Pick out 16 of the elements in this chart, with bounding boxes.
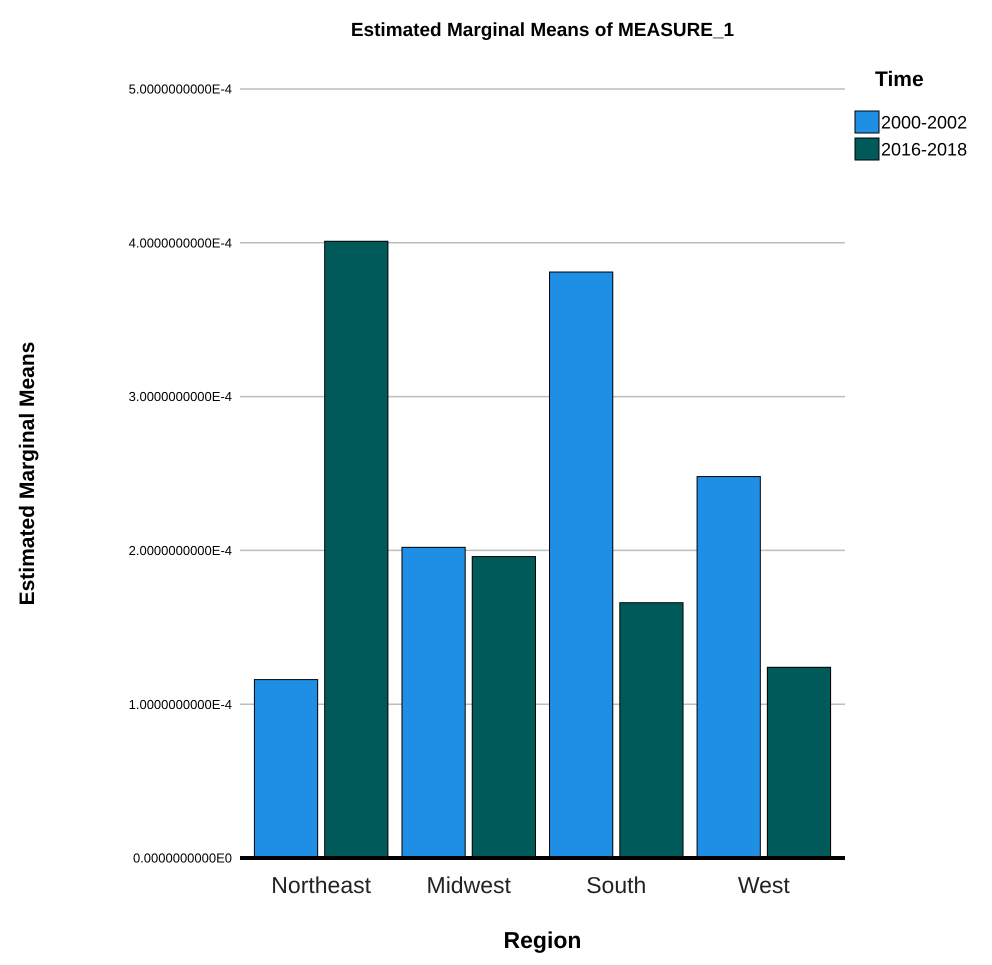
y-tick-label: 2.0000000000E-4	[128, 542, 232, 558]
x-tick-label: South	[586, 872, 646, 898]
x-tick-label: West	[738, 872, 790, 898]
y-axis-title: Estimated Marginal Means	[16, 342, 39, 606]
legend-title: Time	[875, 68, 924, 91]
x-tick-label: Midwest	[426, 872, 512, 898]
y-tick-label: 4.0000000000E-4	[128, 235, 232, 250]
chart-title: Estimated Marginal Means of MEASURE_1	[350, 20, 735, 41]
legend-label: 2016-2018	[881, 139, 968, 160]
x-tick-label: Northeast	[271, 872, 372, 898]
x-axis-title: Region	[504, 927, 582, 953]
legend-label: 2000-2002	[881, 112, 968, 132]
y-tick-label: 0.0000000000E0	[132, 850, 232, 866]
y-tick-label: 3.0000000000E-4	[128, 389, 232, 404]
y-tick-label: 5.0000000000E-4	[128, 82, 232, 97]
y-tick-label: 1.0000000000E-4	[128, 696, 232, 712]
